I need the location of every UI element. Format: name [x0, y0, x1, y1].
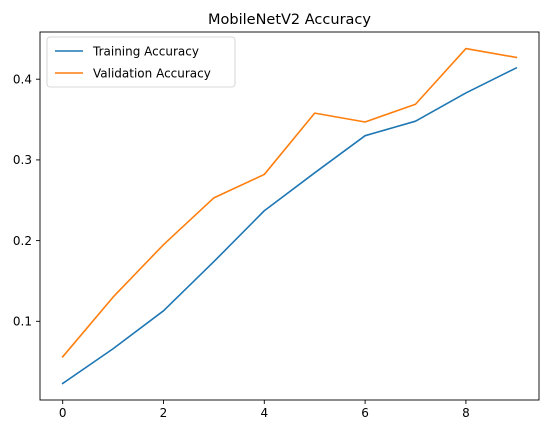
legend: Training Accuracy Validation Accuracy: [47, 37, 235, 87]
x-tick-label: 8: [462, 406, 470, 420]
y-tick-label: 0.4: [13, 73, 32, 87]
y-tick-label: 0.3: [13, 153, 32, 167]
legend-label: Training Accuracy: [92, 44, 199, 58]
chart-title: MobileNetV2 Accuracy: [208, 12, 371, 28]
y-tick-label: 0.1: [13, 315, 32, 329]
x-tick-label: 2: [160, 406, 168, 420]
x-tick-label: 6: [361, 406, 369, 420]
x-tick-label: 0: [59, 406, 67, 420]
x-tick-label: 4: [260, 406, 268, 420]
y-tick-label: 0.2: [13, 234, 32, 248]
legend-label: Validation Accuracy: [93, 66, 211, 80]
